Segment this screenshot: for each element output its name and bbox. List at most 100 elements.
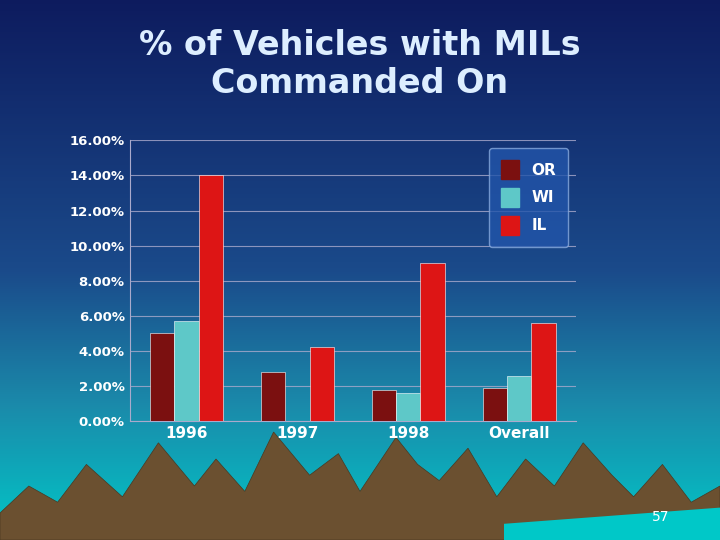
Bar [0,279,720,281]
Bar [0,348,720,350]
Bar [0,354,720,356]
Bar [0,198,720,200]
Bar [0,377,720,380]
Bar [0,460,720,462]
Bar [0,70,720,72]
Bar [0,454,720,456]
Bar [199,176,223,421]
Bar [0,120,720,123]
Bar [0,219,720,221]
Bar [0,238,720,240]
Bar [0,202,720,205]
Bar [0,319,720,321]
Bar [0,342,720,344]
Bar [0,276,720,279]
Bar [0,323,720,325]
Bar [0,426,720,428]
Bar [0,74,720,76]
Bar [0,359,720,361]
Bar [0,405,720,407]
Bar [0,230,720,232]
Bar [0,32,720,33]
Bar [0,441,720,443]
Bar [0,110,720,112]
Bar [0,407,720,409]
Bar [0,447,720,449]
Bar [0,245,720,247]
Bar [0,72,720,74]
Bar [0,133,720,135]
Bar [0,272,720,274]
Bar [0,456,720,458]
Bar [0,340,720,342]
Bar [0,321,720,323]
Polygon shape [504,508,720,540]
Bar [0,173,720,175]
Bar [0,152,720,154]
Bar [0,95,720,97]
Bar [0,42,720,44]
Bar [0,184,720,186]
Bar [0,247,720,249]
Bar [0,470,720,472]
Bar [0,525,720,528]
Bar [0,356,720,359]
Bar [0,331,720,333]
Bar [0,281,720,282]
Bar [0,171,720,173]
Bar [0,416,720,417]
Bar [0,190,720,192]
Bar [0,251,720,253]
Bar [0,361,720,363]
Bar [0,445,720,447]
Bar [0,33,720,36]
Bar [0,11,720,12]
Bar [0,163,720,165]
Bar [0,228,720,230]
Bar [0,25,720,28]
Bar [0,466,720,468]
Bar [0,327,720,329]
Bar [0,102,720,103]
Bar [420,263,445,421]
Bar [0,215,720,217]
Bar [0,55,720,57]
Bar [0,285,720,287]
Bar [0,114,720,116]
Bar [0,472,720,475]
Bar [0,179,720,181]
Bar [0,46,720,49]
Bar [0,462,720,464]
Bar [0,477,720,479]
Bar [310,348,334,421]
Bar [0,139,720,141]
Bar [0,534,720,536]
Bar [0,491,720,494]
Bar [0,84,720,86]
Bar [0,479,720,481]
Bar [0,298,720,300]
Bar [0,99,720,102]
Bar [0,59,720,61]
Bar [0,209,720,211]
Bar [0,80,720,82]
Bar [0,437,720,438]
Bar [0,310,720,312]
Bar [0,205,720,207]
Bar [0,12,720,15]
Bar [0,63,720,65]
Bar [0,363,720,365]
Bar [0,91,720,93]
Bar [0,194,720,196]
Bar [0,352,720,354]
Bar [0,237,720,238]
Bar [0,314,720,316]
Bar [0,51,720,53]
Bar [0,264,720,266]
Bar [0,523,720,525]
Bar [0,507,720,508]
Bar [0,40,720,42]
Bar [0,384,720,386]
Bar [174,321,199,421]
Polygon shape [0,432,720,540]
